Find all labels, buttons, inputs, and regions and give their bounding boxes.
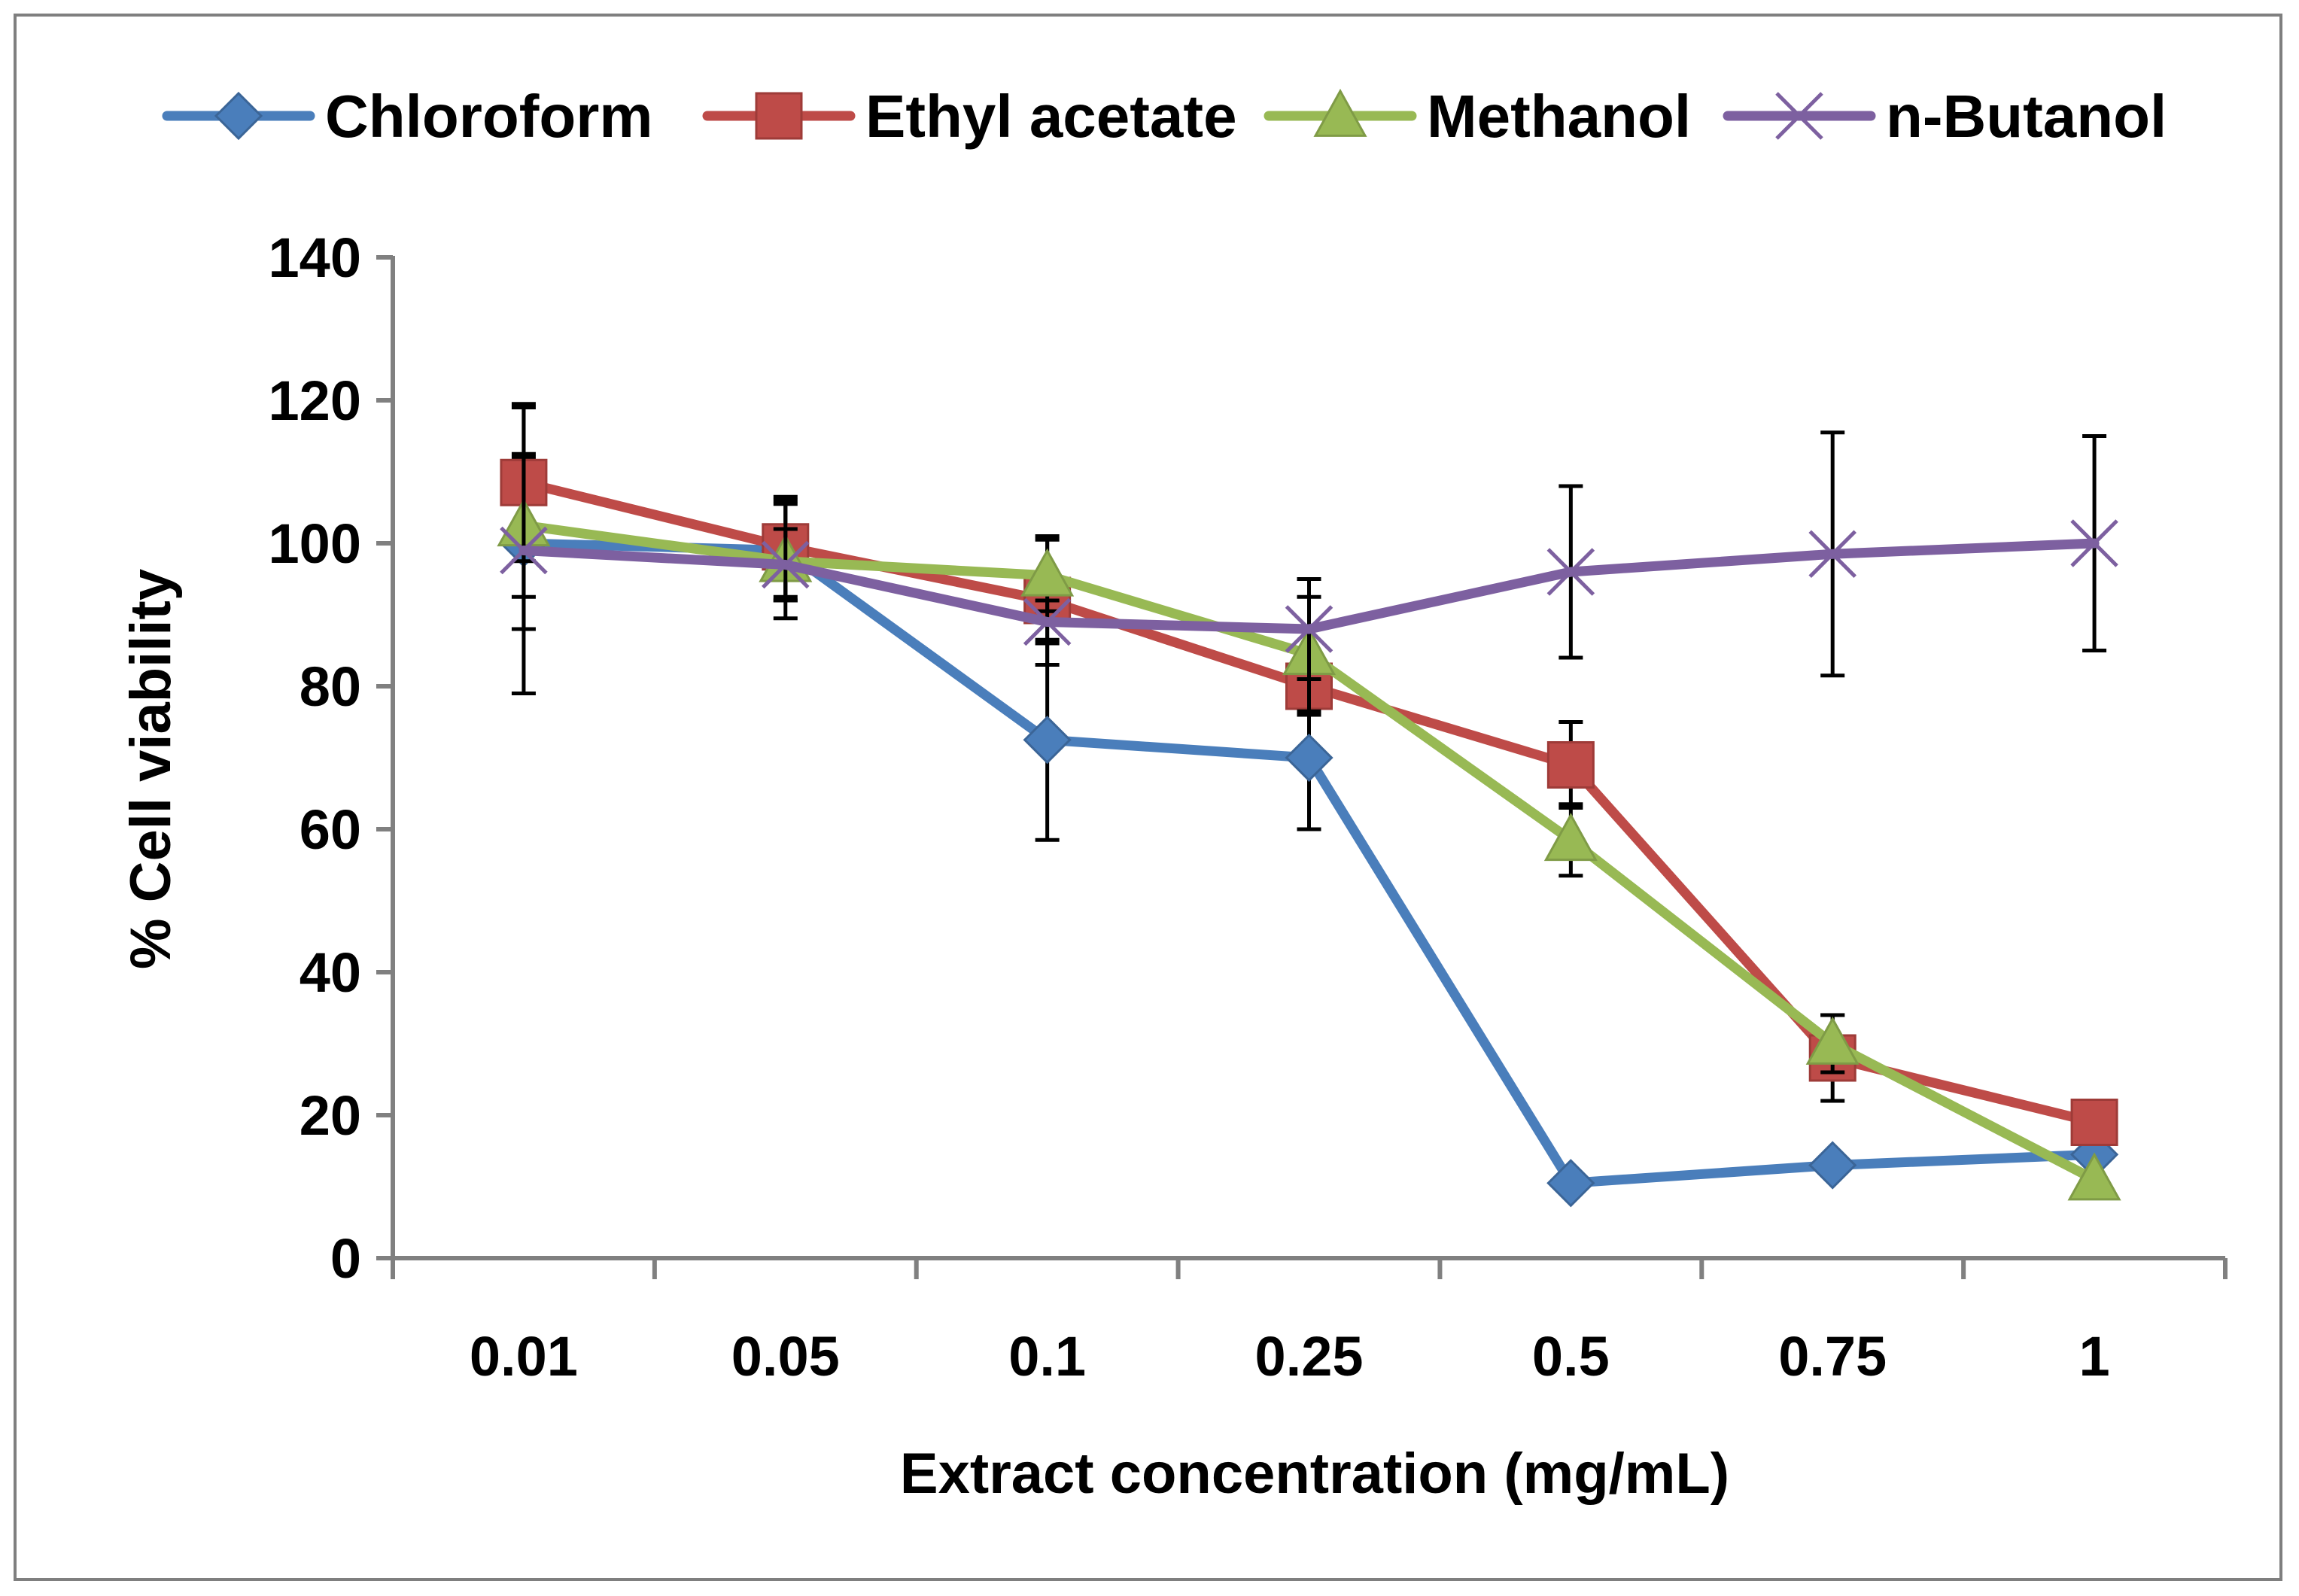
legend-marker-shape (755, 92, 803, 140)
chart-frame: Chloroform Ethyl acetate Methanol n-Butanol… (14, 14, 2282, 1581)
data-point (1808, 530, 1857, 579)
chart: Chloroform Ethyl acetate Methanol n-Butanol… (119, 83, 2228, 1506)
data-point (1546, 1159, 1595, 1208)
x-tick-label: 1 (2079, 1325, 2109, 1388)
data-point-shape (2070, 1099, 2118, 1146)
data-point (1543, 813, 1598, 862)
x-tick-label: 0.1 (1008, 1325, 1086, 1388)
legend-label: Methanol (1427, 83, 1691, 150)
data-point (2070, 519, 2118, 567)
data-point-shape (1543, 813, 1598, 862)
y-tick-label: 20 (300, 1084, 361, 1147)
y-axis: 0 20 40 60 80 100 120 140 (269, 226, 395, 1290)
series-layer (497, 402, 2121, 1208)
x-axis-title: Extract concentration (mg/mL) (900, 1442, 1729, 1506)
y-tick-label: 120 (269, 369, 361, 432)
data-point-shape (1546, 1159, 1595, 1208)
y-tick-label: 80 (300, 655, 361, 718)
data-point (1808, 1141, 1857, 1190)
legend-item-n-butanol: n-Butanol (1723, 83, 2167, 150)
legend-item-chloroform: Chloroform (162, 83, 653, 150)
x-tick-label: 0.25 (1254, 1325, 1363, 1388)
data-point (1805, 1016, 1860, 1065)
data-point (1023, 716, 1072, 765)
data-point-stroke (1546, 548, 1595, 596)
y-tick-label: 0 (330, 1227, 361, 1290)
legend-marker-stroke (1775, 92, 1823, 140)
y-tick-label: 40 (300, 941, 361, 1004)
data-point (1285, 733, 1333, 783)
legend-marker-shape (1313, 88, 1367, 137)
data-point-stroke (2070, 519, 2118, 567)
x-tick-label: 0.5 (1532, 1325, 1610, 1388)
legend: Chloroform Ethyl acetate Methanol n-Butanol (162, 83, 2167, 150)
legend-label: Chloroform (325, 83, 653, 150)
y-axis-title: % Cell viability (119, 569, 183, 969)
data-point-stroke (500, 526, 548, 575)
legend-item-ethyl-acetate: Ethyl acetate (702, 83, 1237, 150)
data-point (1023, 597, 1072, 646)
data-point-shape (1023, 716, 1072, 765)
series-chloroform (499, 455, 2119, 1208)
legend-marker (1313, 88, 1367, 137)
legend-item-methanol: Methanol (1264, 83, 1691, 150)
y-tick-label: 140 (269, 226, 361, 289)
legend-label: n-Butanol (1886, 83, 2167, 150)
data-point-shape (1805, 1016, 1860, 1065)
data-point (1020, 548, 1075, 597)
data-point-shape (1808, 1141, 1857, 1190)
series-n-butanol (500, 406, 2118, 695)
x-tick-label: 0.05 (731, 1325, 840, 1388)
data-point (2067, 1152, 2121, 1201)
data-point (500, 526, 548, 575)
data-point-stroke (1023, 597, 1072, 646)
y-tick-label: 100 (269, 512, 361, 575)
data-point (1546, 548, 1595, 596)
data-point-stroke (1808, 530, 1857, 579)
legend-marker-shape (214, 91, 263, 141)
y-tick-label: 60 (300, 798, 361, 861)
data-point-shape (2067, 1152, 2121, 1201)
data-point-stroke (762, 540, 810, 589)
x-tick-label: 0.01 (470, 1325, 578, 1388)
data-point-shape (1285, 733, 1333, 783)
legend-marker (755, 92, 803, 140)
data-point-shape (1546, 741, 1595, 789)
x-tick-label: 0.75 (1778, 1325, 1887, 1388)
data-point (2070, 1099, 2118, 1146)
data-point-stroke (1285, 605, 1333, 653)
x-axis: 0.01 0.05 0.1 0.25 0.5 0.75 1 (376, 1256, 2228, 1388)
legend-marker (214, 91, 263, 141)
data-point (1546, 741, 1595, 789)
data-point (762, 540, 810, 589)
data-point-shape (1020, 548, 1075, 597)
legend-label: Ethyl acetate (865, 83, 1237, 150)
legend-marker (1775, 92, 1823, 140)
data-point (1285, 605, 1333, 653)
